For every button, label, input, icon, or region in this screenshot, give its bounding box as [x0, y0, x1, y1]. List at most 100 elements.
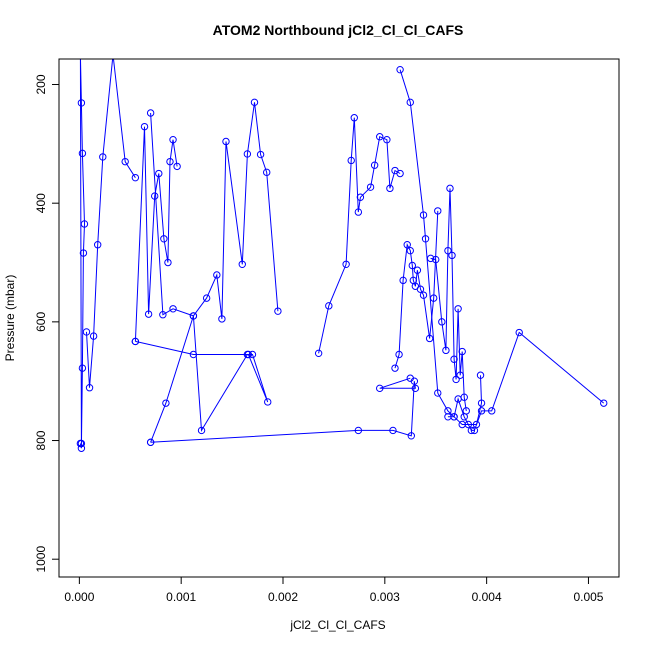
y-tick-label: 800 — [34, 430, 48, 450]
data-point — [419, 291, 428, 299]
data-point — [160, 235, 168, 243]
series-line — [318, 117, 401, 354]
data-point — [383, 135, 391, 144]
data-point — [140, 122, 149, 131]
data-point — [354, 208, 363, 216]
data-point — [238, 260, 246, 269]
x-axis-label: jCl2_Cl_Cl_CAFS — [289, 618, 385, 632]
data-point — [151, 192, 159, 200]
data-point — [458, 347, 466, 356]
x-tick-label: 0.003 — [370, 590, 400, 604]
data-point — [396, 65, 404, 74]
series-line — [430, 188, 467, 411]
series-line — [399, 69, 483, 425]
y-tick-label: 600 — [34, 312, 48, 332]
data-point — [82, 328, 91, 336]
data-point — [250, 98, 259, 107]
data-point — [391, 364, 399, 372]
data-point — [243, 350, 252, 359]
x-tick-label: 0.005 — [573, 590, 603, 604]
data-point — [144, 310, 153, 318]
data-point — [406, 374, 414, 382]
y-tick-label: 1000 — [34, 546, 48, 573]
data-point — [425, 334, 434, 343]
data-point — [444, 407, 452, 415]
data-point — [476, 371, 485, 379]
data-point — [146, 109, 155, 117]
data-point — [419, 211, 428, 219]
data-point — [155, 169, 163, 178]
chart-title: ATOM2 Northbound jCl2_Cl_Cl_CAFS — [213, 22, 464, 38]
data-point — [448, 251, 456, 260]
data-point — [80, 220, 89, 228]
data-point — [399, 276, 407, 285]
data-point — [376, 133, 384, 141]
data-point — [79, 249, 88, 257]
data-point — [264, 398, 272, 406]
plot-frame — [58, 58, 620, 578]
data-point — [515, 328, 523, 337]
data-point — [600, 399, 608, 407]
data-point — [454, 395, 462, 403]
data-point — [159, 311, 167, 319]
data-point — [450, 355, 458, 363]
series-line — [150, 102, 279, 319]
data-point — [274, 307, 282, 315]
data-point — [413, 266, 422, 274]
data-point — [356, 193, 365, 201]
data-point — [77, 439, 86, 448]
data-point — [406, 98, 414, 107]
data-point — [395, 350, 403, 359]
x-tick-label: 0.002 — [268, 590, 298, 604]
data-point — [213, 271, 221, 279]
plot-area — [76, 59, 608, 452]
data-point — [325, 302, 333, 310]
data-point — [93, 241, 102, 249]
x-axis: 0.000 0.001 0.002 0.003 0.004 0.005 — [64, 577, 604, 604]
data-point — [169, 305, 177, 313]
data-point — [146, 438, 155, 447]
data-point — [189, 350, 198, 359]
series-line — [447, 331, 605, 431]
data-point — [166, 157, 174, 166]
data-point — [403, 241, 411, 249]
data-point — [416, 285, 425, 293]
x-tick-label: 0.001 — [166, 590, 196, 604]
data-point — [472, 420, 481, 429]
data-point — [460, 413, 468, 421]
data-point — [347, 156, 355, 165]
data-point — [314, 349, 323, 358]
data-point — [342, 260, 350, 269]
data-point — [452, 375, 460, 384]
data-point — [77, 99, 86, 107]
data-point — [78, 364, 87, 372]
y-axis: 200 400 600 800 1000 — [34, 74, 59, 573]
data-point — [164, 258, 172, 267]
data-point — [85, 384, 94, 392]
data-point — [354, 426, 363, 435]
data-point — [446, 184, 454, 193]
data-point — [366, 183, 375, 191]
y-tick-label: 400 — [34, 193, 48, 213]
data-point — [442, 346, 450, 355]
data-point — [189, 312, 198, 320]
x-tick-label: 0.004 — [472, 590, 502, 604]
data-point — [77, 444, 86, 452]
data-point — [370, 161, 379, 169]
series-line — [79, 59, 86, 449]
data-point — [202, 294, 211, 302]
data-point — [407, 432, 415, 440]
data-point — [121, 157, 129, 166]
data-point — [131, 173, 140, 182]
data-point — [411, 384, 420, 393]
data-point — [376, 384, 384, 393]
data-point — [78, 149, 87, 158]
data-point — [438, 318, 446, 326]
data-point — [406, 246, 414, 255]
data-point — [222, 137, 230, 146]
series-line — [135, 315, 269, 443]
series-line — [134, 126, 178, 342]
data-point — [434, 389, 442, 397]
data-point — [389, 426, 397, 435]
data-point — [89, 332, 98, 340]
